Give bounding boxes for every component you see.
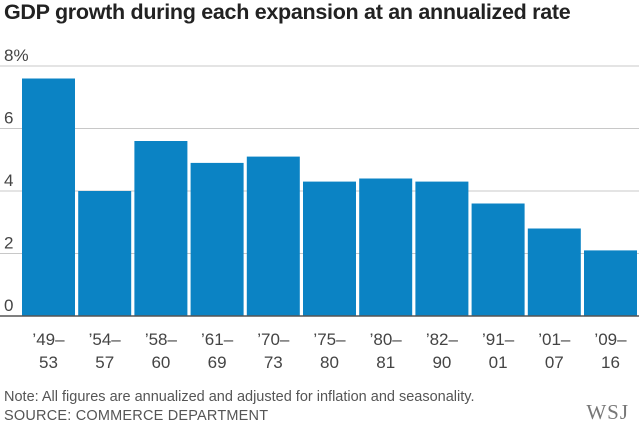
y-tick-label: 6 [4,109,13,128]
y-tick-label: 0 [4,296,13,315]
bar [471,203,525,316]
bar [527,228,581,316]
x-tick-label: ’09– [594,330,627,349]
x-tick-label: ’80– [370,330,403,349]
chart-title: GDP growth during each expansion at an a… [4,0,571,24]
x-tick-labels: ’49– 53 ’54– 57 ’58– 60 ’61– 69 ’70– 73 ’75– 80 ’80–… [32,330,627,372]
x-tick-label: 81 [376,353,395,372]
x-tick-label: ’54– [89,330,122,349]
x-tick-label: ’75– [313,330,346,349]
x-tick-label: 69 [208,353,227,372]
bar [359,178,413,316]
x-tick-label: 53 [39,353,58,372]
x-tick-label: ’82– [426,330,459,349]
chart-source: SOURCE: COMMERCE DEPARTMENT [4,408,269,424]
x-tick-label: 73 [264,353,283,372]
x-tick-label: 60 [151,353,170,372]
chart-note: Note: All figures are annualized and adj… [4,389,475,405]
bar [415,181,469,316]
bar [22,78,75,316]
y-tick-label: 4 [4,171,13,190]
x-tick-label: 01 [489,353,508,372]
bar [190,162,244,316]
x-tick-label: 07 [545,353,564,372]
y-tick-labels: 0 2 4 6 8% [4,46,29,315]
x-tick-label: ’58– [145,330,178,349]
bar [303,181,356,316]
bars [22,78,637,316]
x-tick-label: 90 [432,353,451,372]
x-tick-label: ’70– [257,330,290,349]
y-tick-label: 8% [4,46,29,65]
bar [246,156,300,316]
bar [134,141,188,316]
x-tick-label: 80 [320,353,339,372]
wsj-logo: WSJ [586,400,629,424]
x-tick-label: ’91– [482,330,515,349]
bar [584,250,637,316]
x-tick-label: ’49– [32,330,65,349]
x-tick-label: 57 [95,353,114,372]
x-tick-label: ’61– [201,330,234,349]
bar [78,191,132,316]
x-tick-label: 16 [601,353,620,372]
x-tick-label: ’01– [538,330,571,349]
y-tick-label: 2 [4,234,13,253]
